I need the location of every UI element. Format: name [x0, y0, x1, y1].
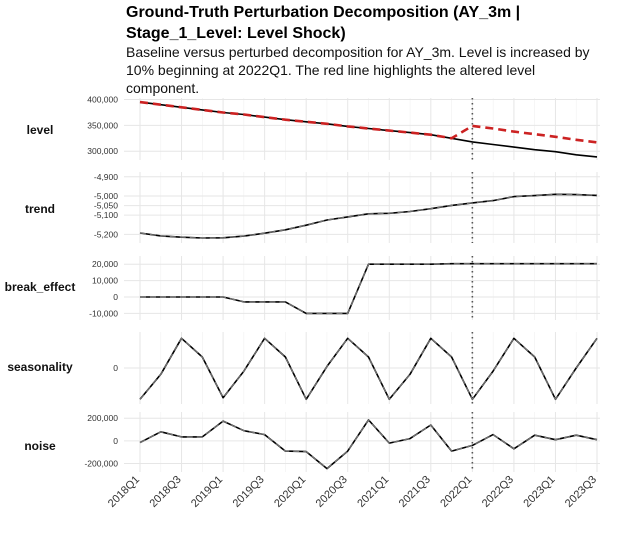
- perturbed-line: [139, 337, 598, 400]
- x-axis: 2018Q1 2018Q3 2019Q1 2019Q3 2020Q1 2020Q3 2021…: [106, 474, 599, 510]
- y-tick-label: 350,000: [87, 120, 118, 130]
- panel-label-level: level: [27, 123, 54, 137]
- y-tick-label: -4,900: [94, 172, 118, 182]
- x-tick-label: 2022Q3: [480, 474, 516, 510]
- x-tick-label: 2021Q3: [397, 474, 433, 510]
- x-tick-label: 2020Q3: [314, 474, 350, 510]
- panel-label-noise: noise: [24, 439, 56, 453]
- y-tick-label: -10,000: [89, 308, 118, 318]
- y-tick-label: 10,000: [92, 276, 118, 286]
- baseline-line: [139, 101, 598, 158]
- y-tick-label: -5,200: [94, 229, 118, 239]
- x-tick-label: 2019Q3: [231, 474, 267, 510]
- panel-label-trend: trend: [25, 202, 55, 216]
- x-tick-label: 2018Q3: [147, 474, 183, 510]
- y-tick-label: 400,000: [87, 95, 118, 105]
- panel-label-seasonality: seasonality: [7, 360, 73, 374]
- perturbed-line: [139, 193, 598, 239]
- y-tick-label: 0: [113, 363, 118, 373]
- x-tick-label: 2021Q1: [355, 474, 391, 510]
- x-tick-label: 2023Q1: [521, 474, 557, 510]
- y-tick-label: 200,000: [87, 413, 118, 423]
- panel-label-break_effect: break_effect: [5, 280, 76, 294]
- panel-seasonality: 0 seasonality: [7, 332, 600, 404]
- x-tick-label: 2020Q1: [272, 474, 308, 510]
- panel-level: 300,000 350,000 400,000 level: [27, 95, 600, 160]
- y-tick-label: 20,000: [92, 259, 118, 269]
- panel-noise: -200,000 0 200,000 noise: [24, 412, 600, 472]
- y-tick-label: -5,000: [94, 191, 118, 201]
- panel-trend: -5,200 -5,100-5,050-5,000 -4,900 trend: [25, 172, 600, 243]
- perturbed-line: [139, 419, 598, 470]
- panel-break_effect: -10,000 0 10,000 20,000 break_effect: [5, 256, 600, 320]
- chart-subtitle: Baseline versus perturbed decomposition …: [126, 44, 590, 96]
- y-tick-label: 300,000: [87, 146, 118, 156]
- x-tick-label: 2023Q3: [563, 474, 599, 510]
- x-tick-label: 2022Q1: [438, 474, 474, 510]
- y-tick-label: -5,050: [94, 201, 118, 211]
- y-tick-label: 0: [113, 292, 118, 302]
- y-tick-label: -200,000: [84, 459, 118, 469]
- x-tick-label: 2019Q1: [189, 474, 225, 510]
- x-tick-label: 2018Q1: [106, 474, 142, 510]
- y-tick-label: -5,100: [94, 210, 118, 220]
- y-tick-label: 0: [113, 436, 118, 446]
- chart-title: Ground-Truth Perturbation Decomposition …: [126, 4, 521, 42]
- perturbed-line: [140, 263, 597, 314]
